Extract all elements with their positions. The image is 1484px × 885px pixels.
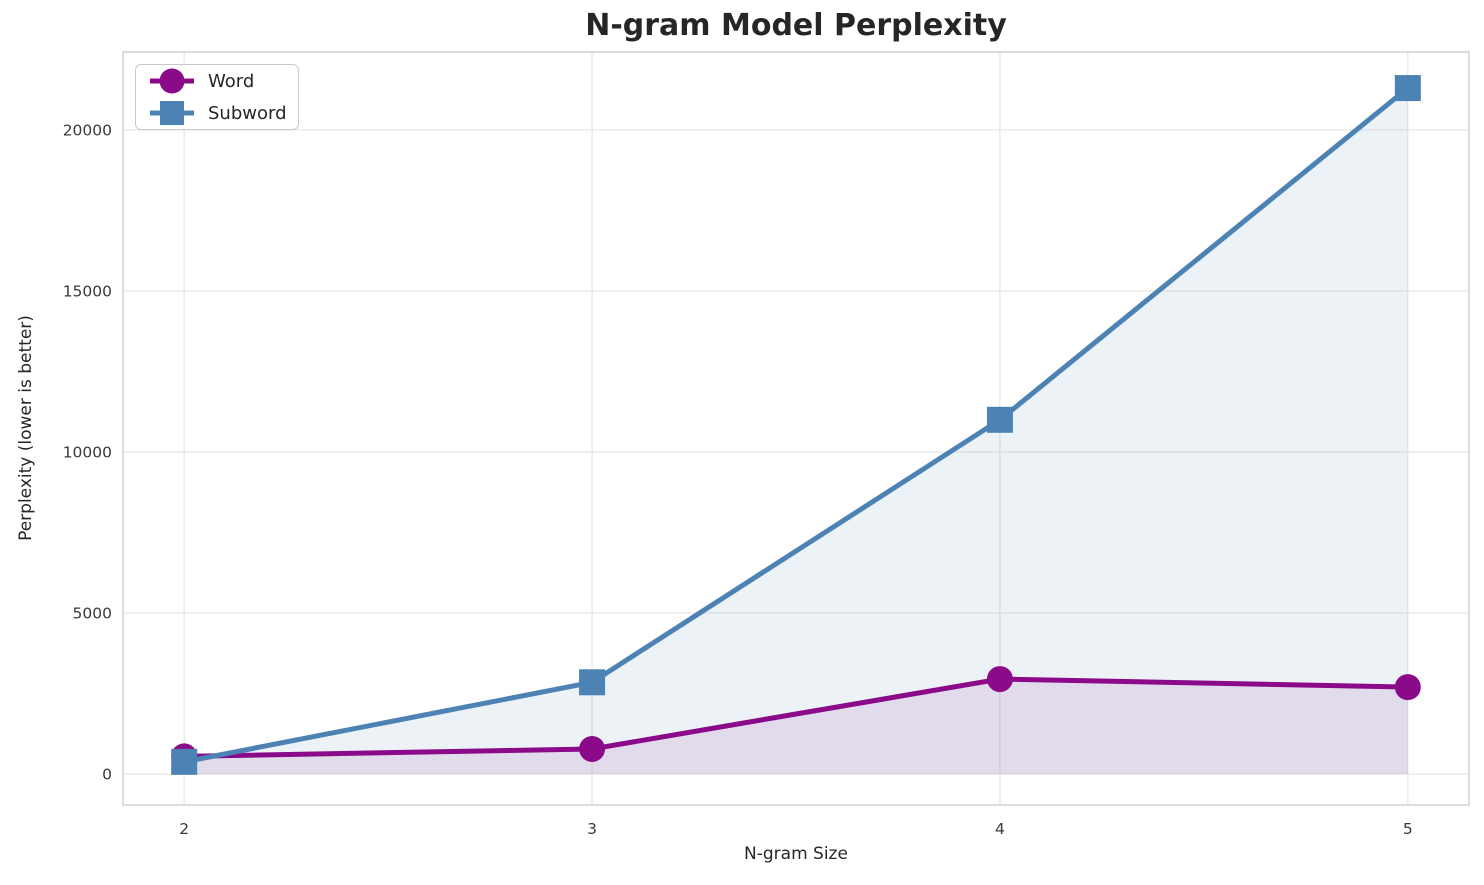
subword-line-marker-icon — [150, 101, 194, 125]
y-tick-label: 5000 — [73, 605, 112, 623]
x-tick-label: 4 — [995, 820, 1005, 838]
legend: Word Subword — [135, 64, 299, 130]
data-point-subword — [171, 748, 198, 775]
x-tick-label: 5 — [1403, 820, 1413, 838]
area-fill-word — [184, 679, 1408, 775]
legend-item-word: Word — [146, 66, 288, 96]
legend-label-subword: Subword — [208, 102, 287, 124]
data-point-subword — [1394, 75, 1421, 102]
y-tick-label: 10000 — [63, 444, 112, 462]
legend-item-subword: Subword — [146, 98, 288, 128]
data-point-word — [1394, 674, 1421, 701]
chart-title: N-gram Model Perplexity — [585, 8, 1007, 43]
area-fill-subword — [184, 88, 1408, 775]
series-line-word — [181, 676, 1411, 759]
x-tick-label: 2 — [179, 820, 189, 838]
plot-border — [122, 51, 1470, 806]
x-tick-label: 3 — [587, 820, 597, 838]
y-tick-label: 0 — [102, 766, 112, 784]
word-line-marker-icon — [150, 68, 194, 94]
series-line-subword — [181, 85, 1411, 765]
data-point-word — [986, 666, 1013, 693]
data-point-word — [579, 735, 606, 762]
y-axis-label: Perplexity (lower is better) — [16, 315, 36, 541]
data-point-subword — [986, 406, 1013, 433]
y-tick-label: 20000 — [63, 121, 112, 139]
legend-label-word: Word — [208, 70, 255, 92]
y-tick-label: 15000 — [63, 282, 112, 300]
data-point-subword — [579, 669, 606, 696]
x-axis-label: N-gram Size — [744, 844, 848, 864]
